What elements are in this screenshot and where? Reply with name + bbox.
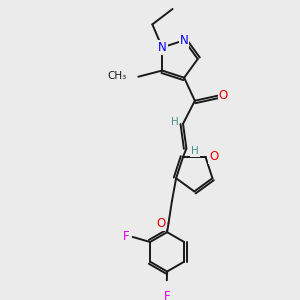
Text: H: H: [191, 146, 199, 156]
Text: CH₃: CH₃: [107, 71, 127, 81]
Text: F: F: [164, 290, 170, 300]
Text: N: N: [158, 41, 167, 54]
Text: O: O: [209, 150, 219, 163]
Text: H: H: [171, 116, 178, 127]
Text: O: O: [156, 217, 165, 230]
Text: O: O: [219, 89, 228, 102]
Text: F: F: [123, 230, 130, 243]
Text: N: N: [180, 34, 188, 47]
